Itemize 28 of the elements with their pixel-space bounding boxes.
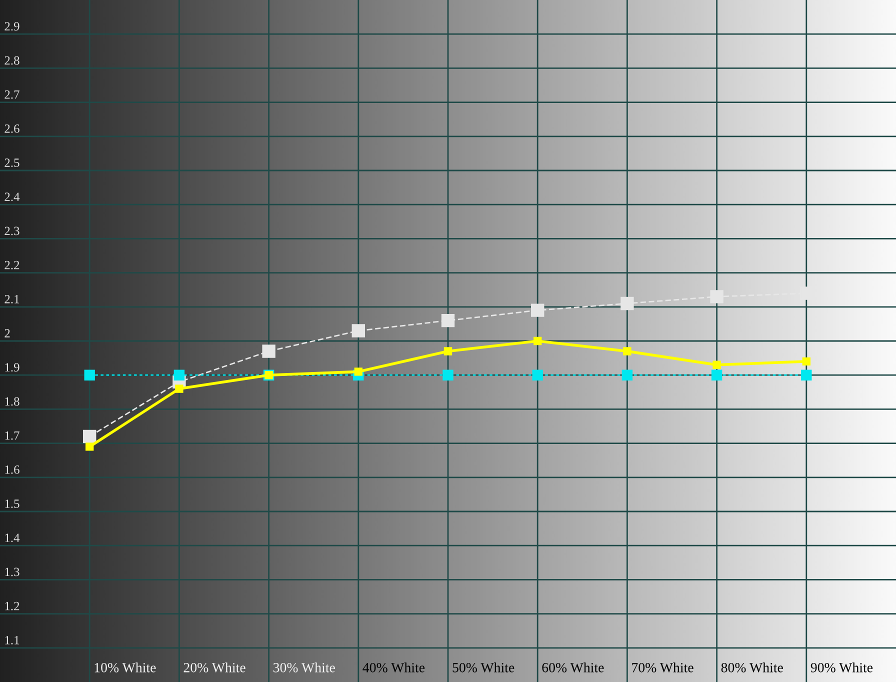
y-tick-label: 1.8 xyxy=(5,397,20,406)
y-tick-label: 2.3 xyxy=(4,226,20,236)
y-tick-label: 2.2 xyxy=(4,260,20,270)
y-tick-label: 1.1 xyxy=(5,636,20,644)
y-tick-label: 1.6 xyxy=(5,465,20,474)
x-tick-label: 40% White xyxy=(362,662,425,672)
y-tick-label: 1.4 xyxy=(5,534,20,542)
y-tick-label: 2.5 xyxy=(4,158,20,168)
y-tick-label: 2.4 xyxy=(4,192,20,202)
x-tick-label: 50% White xyxy=(452,662,514,672)
y-tick-label: 1.3 xyxy=(5,568,20,576)
y-tick-label: 2.1 xyxy=(4,294,20,304)
x-tick-label: 10% White xyxy=(94,662,156,672)
x-tick-label: 30% White xyxy=(273,662,335,672)
y-tick-label: 2.9 xyxy=(4,22,20,31)
y-tick-label: 2.6 xyxy=(4,124,20,133)
y-tick-label: 1.9 xyxy=(5,363,20,372)
x-tick-label: 20% White xyxy=(184,662,246,672)
y-tick-label: 1.5 xyxy=(5,500,20,508)
y-tick-label: 2.7 xyxy=(4,90,20,99)
x-tick-label: 80% White xyxy=(721,662,783,672)
x-tick-label: 70% White xyxy=(632,662,694,672)
y-tick-label: 1.7 xyxy=(5,431,20,440)
y-tick-label: 2.8 xyxy=(4,56,20,65)
y-tick-label: 1.2 xyxy=(5,602,20,610)
x-tick-label: 60% White xyxy=(542,662,604,672)
y-tick-label: 2 xyxy=(4,329,10,338)
x-tick-label: 90% White xyxy=(810,662,873,672)
